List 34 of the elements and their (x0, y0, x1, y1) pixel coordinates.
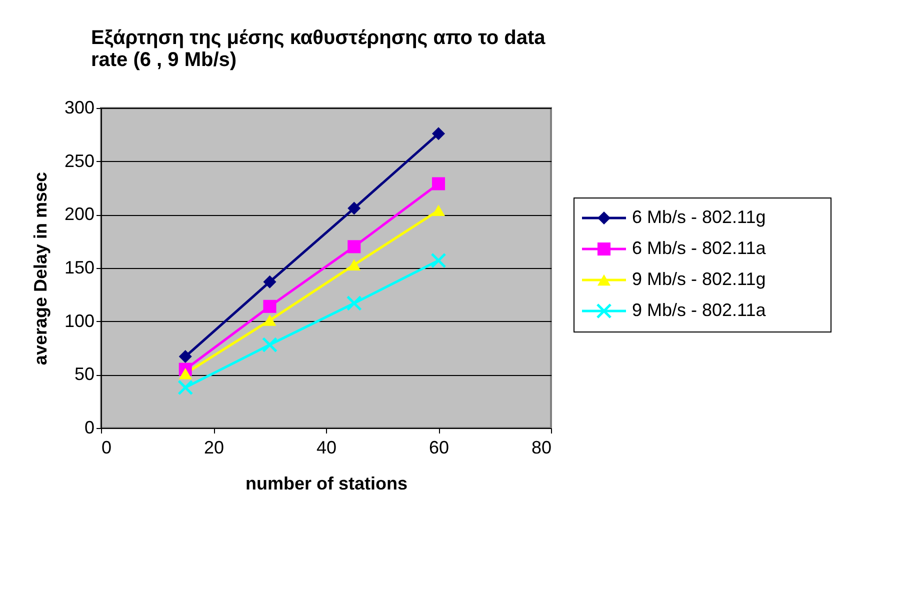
point (348, 202, 361, 215)
legend-label: 6 Mb/s - 802.11g (632, 207, 766, 227)
legend-label: 9 Mb/s - 802.11g (632, 269, 766, 289)
point (263, 300, 276, 313)
x-tick-label: 40 (316, 438, 337, 458)
x-tick-label: 80 (531, 438, 552, 458)
legend-label: 6 Mb/s - 802.11a (632, 238, 767, 258)
point (348, 259, 361, 270)
point (432, 127, 446, 140)
x-tick-label: 60 (428, 438, 450, 458)
y-tick-label: 300 (64, 98, 94, 118)
point (346, 295, 362, 311)
x-tick-label: 0 (102, 438, 112, 458)
point (178, 380, 194, 396)
point (178, 350, 192, 364)
x-tick-label: 20 (204, 438, 224, 458)
point (432, 204, 446, 216)
x-axis-title: number of stations (245, 474, 408, 494)
point (178, 368, 192, 380)
legend-label: 9 Mb/s - 802.11a (632, 300, 767, 320)
point (263, 275, 276, 288)
y-tick-label: 250 (64, 150, 94, 171)
point (263, 314, 276, 326)
point (430, 252, 446, 268)
point (348, 240, 361, 254)
y-tick-label: 200 (64, 204, 94, 224)
y-tick-label: 150 (64, 258, 94, 278)
point (432, 177, 446, 190)
point (262, 337, 278, 353)
y-tick-label: 0 (84, 418, 94, 438)
y-tick-label: 50 (74, 364, 94, 384)
chart-title: Εξάρτηση της μέσης καθυστέρησης απο το data rate (6 , 9 Mb/s) (90, 27, 546, 71)
y-tick-label: 100 (64, 310, 94, 331)
y-axis-title: average Delay in msec (30, 172, 50, 366)
